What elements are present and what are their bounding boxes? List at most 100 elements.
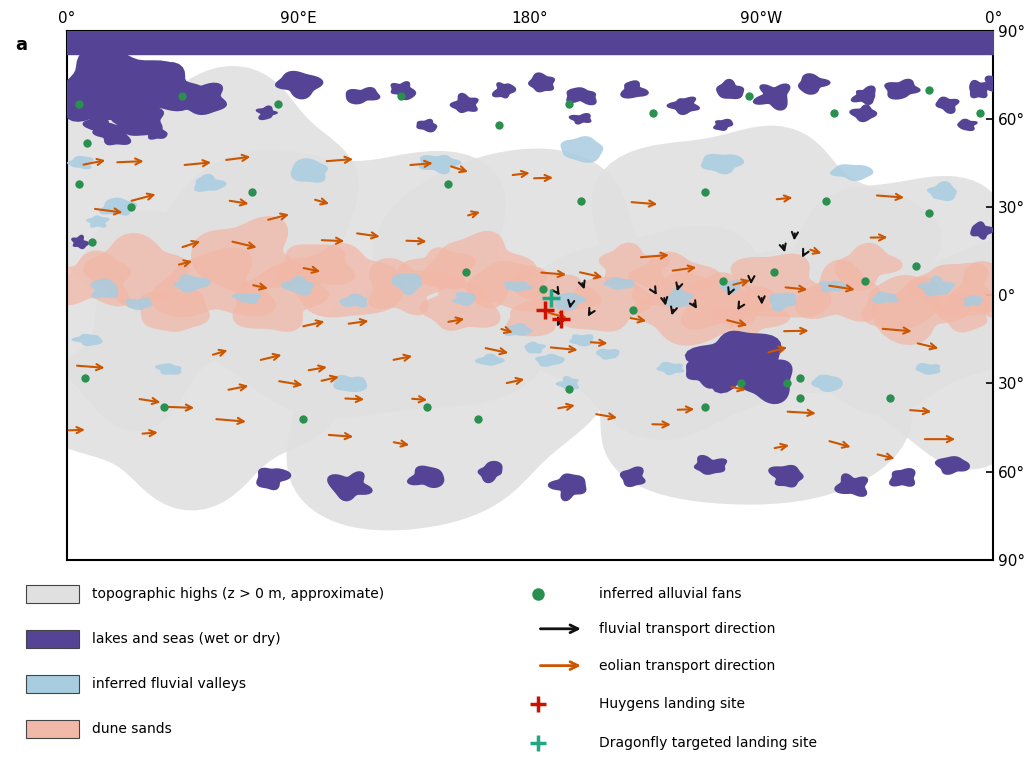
Polygon shape: [560, 136, 603, 163]
Polygon shape: [656, 362, 684, 375]
Polygon shape: [65, 47, 179, 120]
Polygon shape: [633, 272, 753, 346]
Polygon shape: [596, 349, 620, 360]
Polygon shape: [452, 292, 476, 306]
Polygon shape: [569, 334, 594, 347]
Text: lakes and seas (wet or dry): lakes and seas (wet or dry): [92, 632, 281, 646]
Polygon shape: [275, 243, 404, 317]
Polygon shape: [391, 273, 422, 295]
Polygon shape: [681, 273, 776, 330]
Polygon shape: [83, 233, 188, 307]
Polygon shape: [422, 231, 537, 309]
Polygon shape: [566, 87, 597, 105]
Polygon shape: [829, 164, 873, 181]
Polygon shape: [417, 119, 437, 133]
Polygon shape: [811, 374, 843, 392]
Polygon shape: [667, 96, 700, 115]
Polygon shape: [368, 258, 454, 316]
Polygon shape: [506, 300, 556, 337]
Text: inferred alluvial fans: inferred alluvial fans: [599, 587, 741, 601]
Polygon shape: [150, 248, 276, 317]
Text: fluvial transport direction: fluvial transport direction: [599, 621, 775, 636]
Polygon shape: [126, 297, 153, 310]
Text: a: a: [15, 36, 28, 54]
Polygon shape: [55, 64, 131, 122]
Polygon shape: [559, 247, 912, 505]
Bar: [26, 630, 79, 648]
Polygon shape: [700, 154, 744, 174]
Polygon shape: [719, 280, 741, 294]
Polygon shape: [155, 364, 181, 374]
Polygon shape: [291, 158, 328, 183]
Polygon shape: [935, 456, 970, 475]
Polygon shape: [851, 86, 876, 105]
Polygon shape: [111, 100, 164, 136]
Polygon shape: [937, 293, 991, 333]
Polygon shape: [159, 83, 227, 115]
Polygon shape: [504, 225, 824, 440]
Text: Dragonfly targeted landing site: Dragonfly targeted landing site: [599, 736, 817, 750]
Polygon shape: [884, 79, 921, 100]
Polygon shape: [275, 71, 324, 100]
Polygon shape: [45, 66, 358, 295]
Polygon shape: [99, 198, 137, 215]
Polygon shape: [919, 276, 954, 296]
Polygon shape: [739, 359, 793, 404]
Polygon shape: [231, 293, 262, 304]
Polygon shape: [769, 293, 797, 311]
Polygon shape: [568, 113, 592, 124]
Polygon shape: [907, 262, 997, 317]
Polygon shape: [373, 148, 660, 395]
Text: inferred fluvial valleys: inferred fluvial valleys: [92, 677, 246, 691]
Polygon shape: [450, 93, 478, 113]
Bar: [26, 720, 79, 738]
Polygon shape: [753, 83, 791, 110]
Polygon shape: [71, 235, 89, 249]
Polygon shape: [191, 216, 306, 293]
Polygon shape: [67, 156, 93, 169]
Polygon shape: [935, 96, 959, 114]
Polygon shape: [72, 334, 102, 346]
Polygon shape: [819, 280, 847, 293]
Text: Huygens landing site: Huygens landing site: [599, 697, 745, 712]
Polygon shape: [685, 330, 781, 394]
Polygon shape: [327, 471, 373, 501]
Text: topographic highs (z > 0 m, approximate): topographic highs (z > 0 m, approximate): [92, 587, 384, 601]
Polygon shape: [419, 155, 462, 174]
Polygon shape: [860, 239, 1024, 469]
Polygon shape: [795, 259, 881, 322]
Polygon shape: [333, 375, 368, 392]
Polygon shape: [711, 301, 791, 340]
Polygon shape: [477, 461, 503, 483]
Polygon shape: [407, 466, 444, 488]
Polygon shape: [232, 262, 329, 332]
Polygon shape: [280, 244, 354, 285]
Polygon shape: [871, 276, 971, 345]
Polygon shape: [548, 473, 587, 501]
Text: dune sands: dune sands: [92, 722, 172, 736]
Polygon shape: [603, 277, 635, 290]
Polygon shape: [92, 123, 131, 145]
Polygon shape: [505, 323, 532, 336]
Polygon shape: [195, 174, 226, 192]
Polygon shape: [556, 376, 579, 389]
Polygon shape: [985, 76, 1004, 93]
Polygon shape: [871, 292, 899, 304]
Polygon shape: [620, 466, 646, 487]
Polygon shape: [120, 62, 208, 111]
Polygon shape: [47, 250, 131, 306]
Polygon shape: [716, 79, 744, 99]
Polygon shape: [90, 279, 118, 299]
Polygon shape: [528, 73, 555, 93]
Polygon shape: [694, 455, 727, 475]
Polygon shape: [889, 468, 915, 487]
Polygon shape: [420, 275, 501, 331]
Polygon shape: [390, 81, 416, 100]
Polygon shape: [629, 252, 721, 309]
Polygon shape: [915, 363, 940, 374]
Polygon shape: [536, 354, 565, 367]
Polygon shape: [27, 255, 341, 510]
Polygon shape: [948, 261, 1024, 319]
Polygon shape: [599, 242, 670, 289]
Polygon shape: [339, 293, 368, 307]
